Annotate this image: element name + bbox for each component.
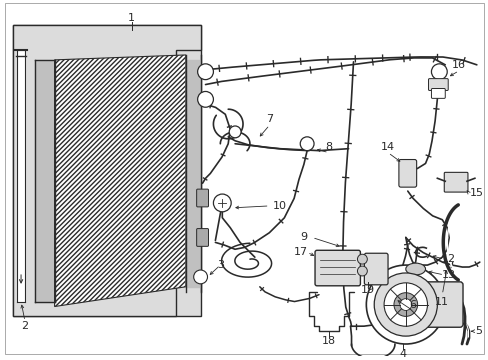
Text: 13: 13 <box>441 270 455 280</box>
Circle shape <box>197 64 213 80</box>
Polygon shape <box>13 25 200 316</box>
Text: 7: 7 <box>265 114 273 124</box>
Circle shape <box>213 194 231 212</box>
FancyBboxPatch shape <box>427 78 447 90</box>
Text: 8: 8 <box>325 142 332 152</box>
Text: 17: 17 <box>294 247 307 257</box>
Text: 4: 4 <box>399 349 406 359</box>
Circle shape <box>300 137 313 150</box>
Circle shape <box>357 266 366 276</box>
Circle shape <box>383 283 427 326</box>
Circle shape <box>380 290 394 303</box>
Text: 5: 5 <box>474 326 481 336</box>
Text: 12: 12 <box>441 254 455 264</box>
Circle shape <box>366 265 445 344</box>
Text: 3: 3 <box>216 260 224 270</box>
FancyBboxPatch shape <box>196 189 208 207</box>
FancyBboxPatch shape <box>398 159 416 187</box>
Ellipse shape <box>405 263 425 275</box>
FancyBboxPatch shape <box>444 172 467 192</box>
Text: 19: 19 <box>361 285 375 295</box>
FancyBboxPatch shape <box>314 250 360 286</box>
Text: 16: 16 <box>451 60 465 70</box>
Text: 9: 9 <box>300 233 307 243</box>
Circle shape <box>430 64 447 80</box>
Circle shape <box>193 270 207 284</box>
Text: 15: 15 <box>469 188 483 198</box>
FancyBboxPatch shape <box>196 229 208 246</box>
Text: 1: 1 <box>128 13 135 23</box>
Text: 6: 6 <box>408 300 415 310</box>
Polygon shape <box>55 55 185 306</box>
Circle shape <box>197 91 213 107</box>
FancyBboxPatch shape <box>430 89 445 98</box>
Text: 18: 18 <box>321 336 335 346</box>
FancyBboxPatch shape <box>364 253 387 285</box>
Circle shape <box>393 293 417 316</box>
FancyBboxPatch shape <box>13 25 200 316</box>
Circle shape <box>229 126 241 138</box>
Text: 2: 2 <box>21 321 28 331</box>
Text: 10: 10 <box>272 201 286 211</box>
FancyBboxPatch shape <box>407 282 462 327</box>
Circle shape <box>399 299 411 310</box>
Text: 14: 14 <box>380 142 394 152</box>
Circle shape <box>373 273 436 336</box>
Circle shape <box>357 254 366 264</box>
Text: 11: 11 <box>434 297 448 307</box>
